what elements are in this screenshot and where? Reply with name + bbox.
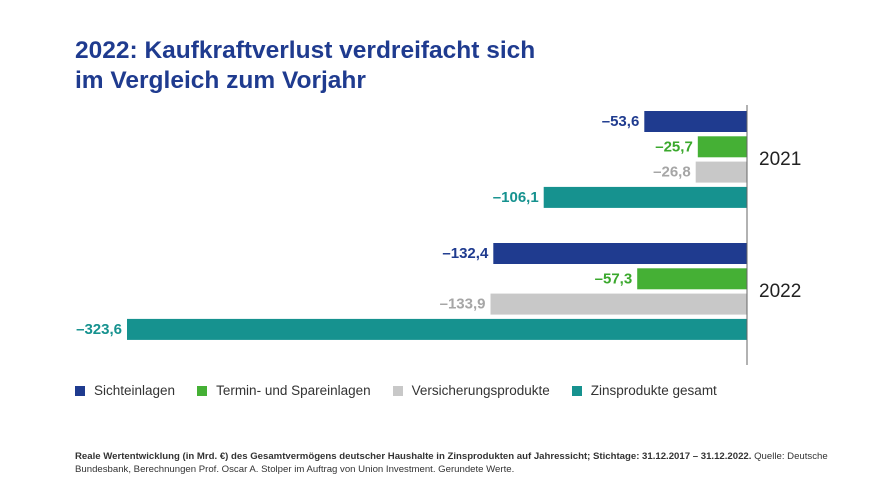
legend-item-versicherungsprodukte: Versicherungsprodukte <box>392 383 550 398</box>
group-label-2022: 2022 <box>759 281 801 302</box>
bar-2021-termin-und-spareinlagen <box>697 136 747 158</box>
legend-label-termin-spareinlagen: Termin- und Spareinlagen <box>216 383 371 398</box>
legend-label-sichteinlagen: Sichteinlagen <box>94 383 176 398</box>
bar-2022-termin-und-spareinlagen <box>637 268 747 290</box>
bar-2022-versicherungsprodukte <box>490 293 747 315</box>
chart-title-line-2: im Vergleich zum Vorjahr <box>75 67 366 94</box>
value-label-2022-versicherungsprodukte: –133,9 <box>440 296 486 313</box>
bar-2022-zinsprodukte-gesamt <box>127 318 747 340</box>
bar-2022-sichteinlagen <box>493 243 747 264</box>
legend-label-versicherungsprodukte: Versicherungsprodukte <box>411 383 550 398</box>
chart-title: 2022: Kaufkraftverlust verdreifacht sich… <box>75 36 635 96</box>
legend-swatch-termin-spareinlagen <box>197 385 208 396</box>
legend-label-zinsprodukte-gesamt: Zinsprodukte gesamt <box>590 383 717 398</box>
chart-legend: Sichteinlagen Termin- und Spareinlagen V… <box>75 383 739 398</box>
value-label-2022-termin-und-spareinlagen: –57,3 <box>595 270 633 287</box>
value-label-2021-versicherungsprodukte: –26,8 <box>653 164 691 181</box>
legend-swatch-zinsprodukte-gesamt <box>571 385 582 396</box>
footnote-source: Quelle: Deutsche Bundesbank, Berechnunge… <box>75 451 828 475</box>
legend-item-termin-spareinlagen: Termin- und Spareinlagen <box>197 383 371 398</box>
legend-swatch-sichteinlagen <box>75 385 85 396</box>
value-label-2021-termin-und-spareinlagen: –25,7 <box>655 138 693 155</box>
group-label-2021: 2021 <box>759 149 801 170</box>
footnote-bold: Reale Wertentwicklung (in Mrd. €) des Ge… <box>75 451 752 462</box>
chart-title-line-1: 2022: Kaufkraftverlust verdreifacht sich <box>75 37 536 64</box>
value-label-2021-zinsprodukte-gesamt: –106,1 <box>493 189 539 206</box>
value-label-2021-sichteinlagen: –53,6 <box>602 113 640 130</box>
bar-2021-zinsprodukte-gesamt <box>543 186 747 208</box>
footnote: Reale Wertentwicklung (in Mrd. €) des Ge… <box>75 450 835 476</box>
bar-2021-sichteinlagen <box>644 111 747 132</box>
bar-2021-versicherungsprodukte <box>695 161 747 183</box>
legend-item-sichteinlagen: Sichteinlagen <box>75 383 175 398</box>
value-label-2022-sichteinlagen: –132,4 <box>442 245 489 262</box>
value-label-2022-zinsprodukte-gesamt: –323,6 <box>76 321 122 338</box>
legend-swatch-versicherungsprodukte <box>392 385 403 396</box>
legend-item-zinsprodukte-gesamt: Zinsprodukte gesamt <box>571 383 717 398</box>
